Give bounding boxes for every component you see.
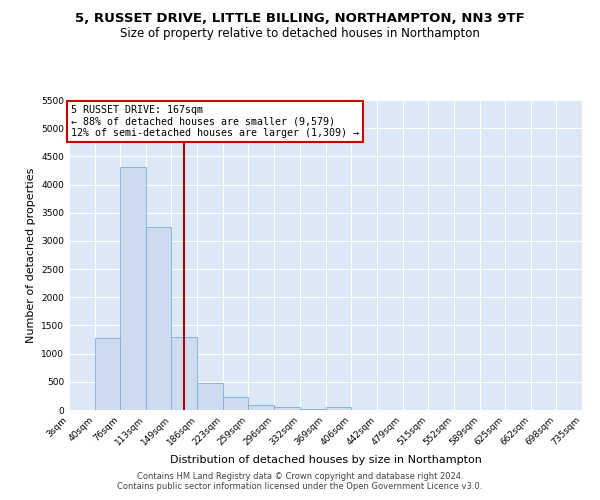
Bar: [172, 338, 197, 410]
Bar: [325, 407, 352, 410]
Bar: [299, 408, 325, 410]
Text: 5, RUSSET DRIVE, LITTLE BILLING, NORTHAMPTON, NN3 9TF: 5, RUSSET DRIVE, LITTLE BILLING, NORTHAM…: [75, 12, 525, 26]
Y-axis label: Number of detached properties: Number of detached properties: [26, 168, 35, 342]
Bar: [120, 167, 146, 410]
X-axis label: Distribution of detached houses by size in Northampton: Distribution of detached houses by size …: [170, 456, 481, 466]
Bar: [197, 383, 223, 410]
Bar: [223, 397, 248, 410]
Bar: [248, 404, 274, 410]
Text: Size of property relative to detached houses in Northampton: Size of property relative to detached ho…: [120, 28, 480, 40]
Text: Contains public sector information licensed under the Open Government Licence v3: Contains public sector information licen…: [118, 482, 482, 491]
Bar: [146, 227, 172, 410]
Text: 5 RUSSET DRIVE: 167sqm
← 88% of detached houses are smaller (9,579)
12% of semi-: 5 RUSSET DRIVE: 167sqm ← 88% of detached…: [71, 104, 359, 138]
Bar: [95, 338, 120, 410]
Bar: [274, 407, 299, 410]
Text: Contains HM Land Registry data © Crown copyright and database right 2024.: Contains HM Land Registry data © Crown c…: [137, 472, 463, 481]
